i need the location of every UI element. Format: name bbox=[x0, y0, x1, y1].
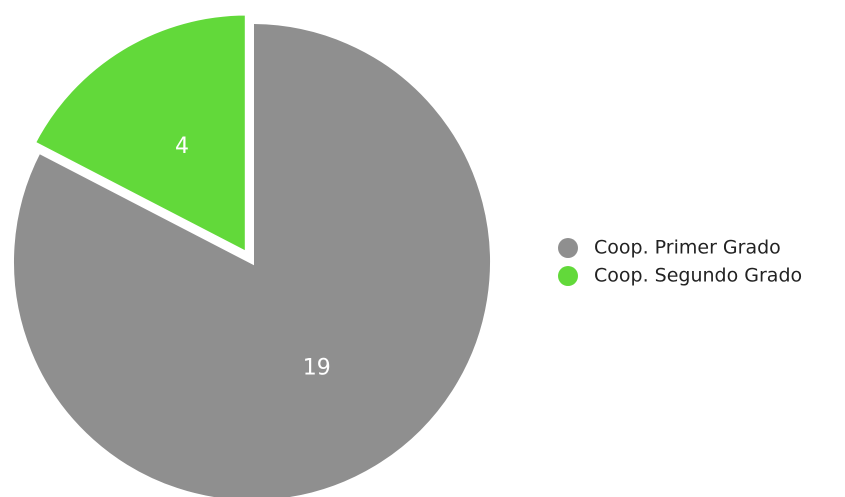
pie-data-label-2: 4 bbox=[175, 134, 189, 159]
legend-marker-1 bbox=[558, 238, 578, 258]
legend-item-2: Coop. Segundo Grado bbox=[558, 265, 802, 287]
pie-slices bbox=[10, 11, 494, 497]
legend-label-2: Coop. Segundo Grado bbox=[594, 265, 802, 287]
pie-data-labels: 19 4 bbox=[175, 134, 331, 381]
pie-data-label-1: 19 bbox=[303, 356, 331, 381]
legend-label-1: Coop. Primer Grado bbox=[594, 237, 781, 259]
pie-slice-2 bbox=[31, 11, 249, 257]
legend-marker-2 bbox=[558, 266, 578, 286]
legend-item-1: Coop. Primer Grado bbox=[558, 237, 781, 259]
pie-slice-1 bbox=[10, 19, 494, 497]
legend: Coop. Primer Grado Coop. Segundo Grado bbox=[558, 237, 802, 287]
